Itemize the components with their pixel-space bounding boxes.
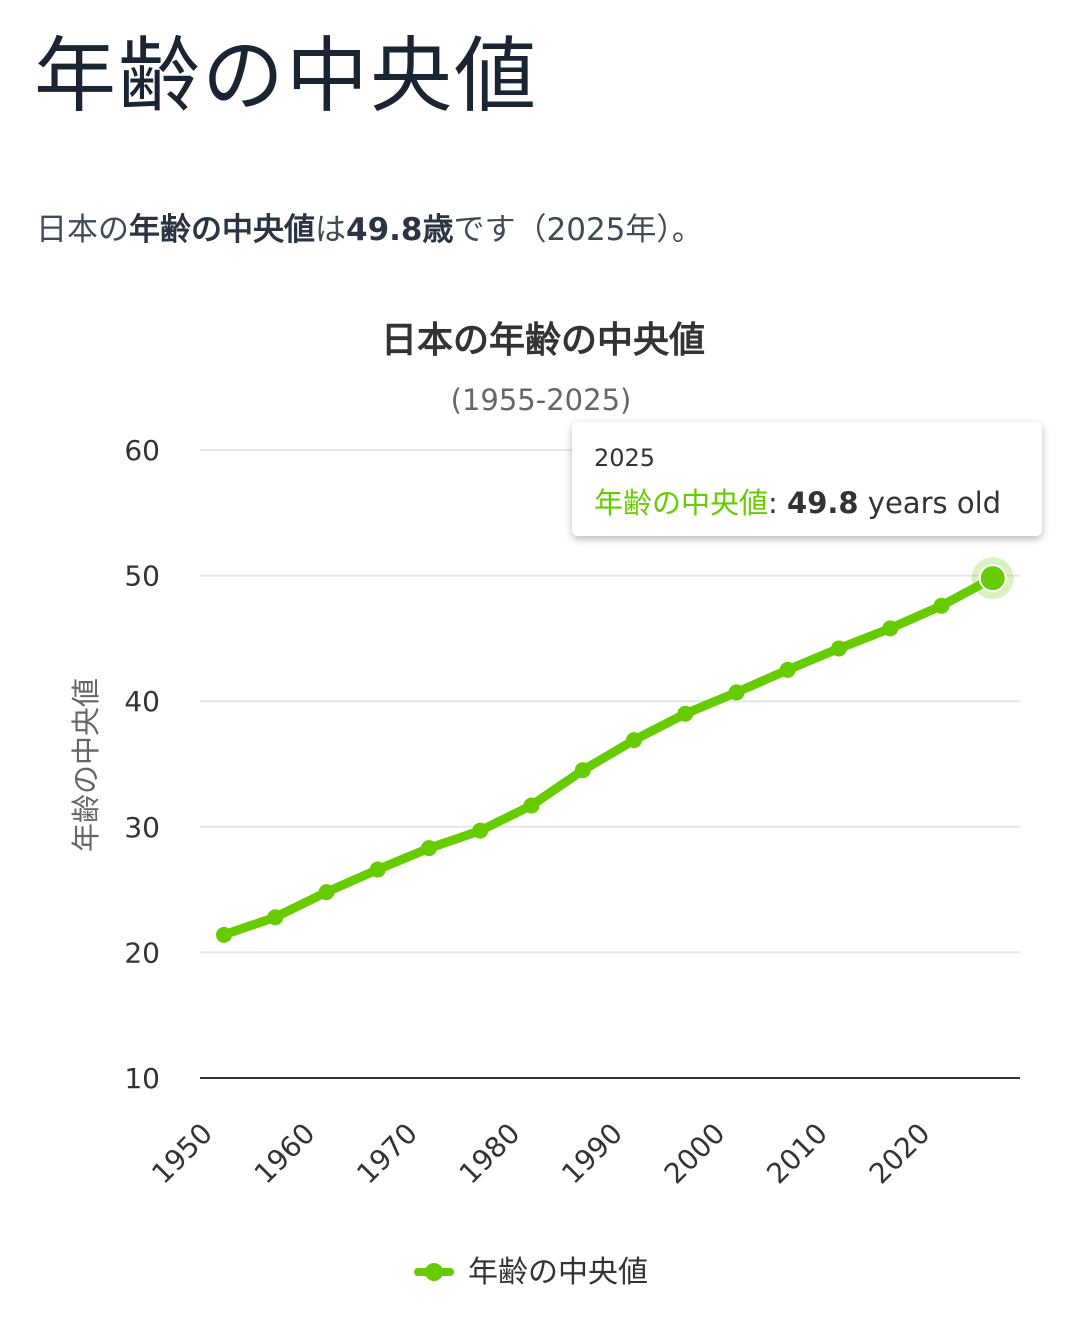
data-point[interactable]	[267, 909, 284, 926]
data-point[interactable]	[626, 732, 642, 749]
data-point[interactable]	[779, 661, 796, 678]
data-point[interactable]	[216, 926, 232, 943]
series-median-age	[216, 557, 1014, 943]
data-point[interactable]	[677, 705, 694, 722]
y-tick-label: 30	[124, 811, 160, 844]
y-tick-label: 60	[124, 434, 160, 467]
tooltip-value: 49.8	[787, 486, 859, 520]
highlight-point[interactable]	[978, 564, 1007, 593]
summary-value: 49.8歳	[346, 212, 454, 248]
data-tooltip: 2025 年齢の中央値: 49.8 years old	[572, 422, 1042, 536]
x-tick-label: 1950	[145, 1117, 219, 1191]
y-tick-label: 40	[124, 685, 160, 718]
x-tick-label: 1960	[248, 1117, 322, 1191]
data-point[interactable]	[933, 597, 950, 614]
summary-is: は	[315, 212, 346, 248]
x-axis-ticks: 1950 1960 1970 1980 1990 2000 2010 2020	[145, 1117, 936, 1191]
chart-subtitle: (1955-2025)	[451, 383, 632, 417]
data-point[interactable]	[318, 884, 335, 901]
tooltip-unit: years old	[858, 486, 1002, 520]
x-tick-label: 1990	[555, 1117, 629, 1191]
legend-label[interactable]: 年齢の中央値	[468, 1255, 648, 1290]
x-tick-label: 2020	[863, 1117, 937, 1191]
tooltip-line: 年齢の中央値: 49.8 years old	[594, 480, 1001, 522]
data-point[interactable]	[421, 840, 437, 857]
data-point[interactable]	[882, 620, 899, 637]
x-tick-label: 1980	[453, 1117, 527, 1191]
chart-title: 日本の年齢の中央値	[381, 320, 705, 361]
legend-marker-icon	[425, 1263, 443, 1281]
data-point[interactable]	[369, 861, 386, 878]
x-tick-label: 1970	[350, 1117, 424, 1191]
legend[interactable]: 年齢の中央値	[414, 1255, 648, 1290]
tooltip-separator: :	[768, 486, 788, 520]
data-point[interactable]	[472, 822, 489, 839]
tooltip-series-name: 年齢の中央値	[594, 486, 769, 520]
y-tick-label: 50	[124, 560, 160, 593]
summary-suffix: です（2025年）。	[453, 212, 703, 248]
page-title: 年齢の中央値	[34, 29, 539, 124]
x-tick-label: 2010	[760, 1117, 834, 1191]
summary-prefix: 日本の	[36, 212, 129, 248]
y-axis-ticks: 10 20 30 40 50 60	[124, 434, 160, 1095]
series-line	[219, 573, 998, 940]
chart-container: 日本の年齢の中央値 (1955-2025) 10 20 30 40 50 60 1950 1…	[0, 300, 1080, 1331]
summary-text: 日本の年齢の中央値は49.8歳です（2025年）。	[36, 206, 703, 254]
y-tick-label: 10	[124, 1062, 160, 1095]
data-point[interactable]	[728, 684, 745, 701]
data-point[interactable]	[574, 762, 591, 779]
summary-term: 年齢の中央値	[129, 212, 315, 248]
x-tick-label: 2000	[658, 1117, 732, 1191]
y-tick-label: 20	[124, 936, 160, 969]
tooltip-year: 2025	[594, 444, 656, 472]
data-point[interactable]	[523, 797, 540, 814]
data-point[interactable]	[831, 640, 847, 657]
y-axis-label: 年齢の中央値	[69, 678, 103, 852]
grid-lines	[200, 449, 1020, 1079]
